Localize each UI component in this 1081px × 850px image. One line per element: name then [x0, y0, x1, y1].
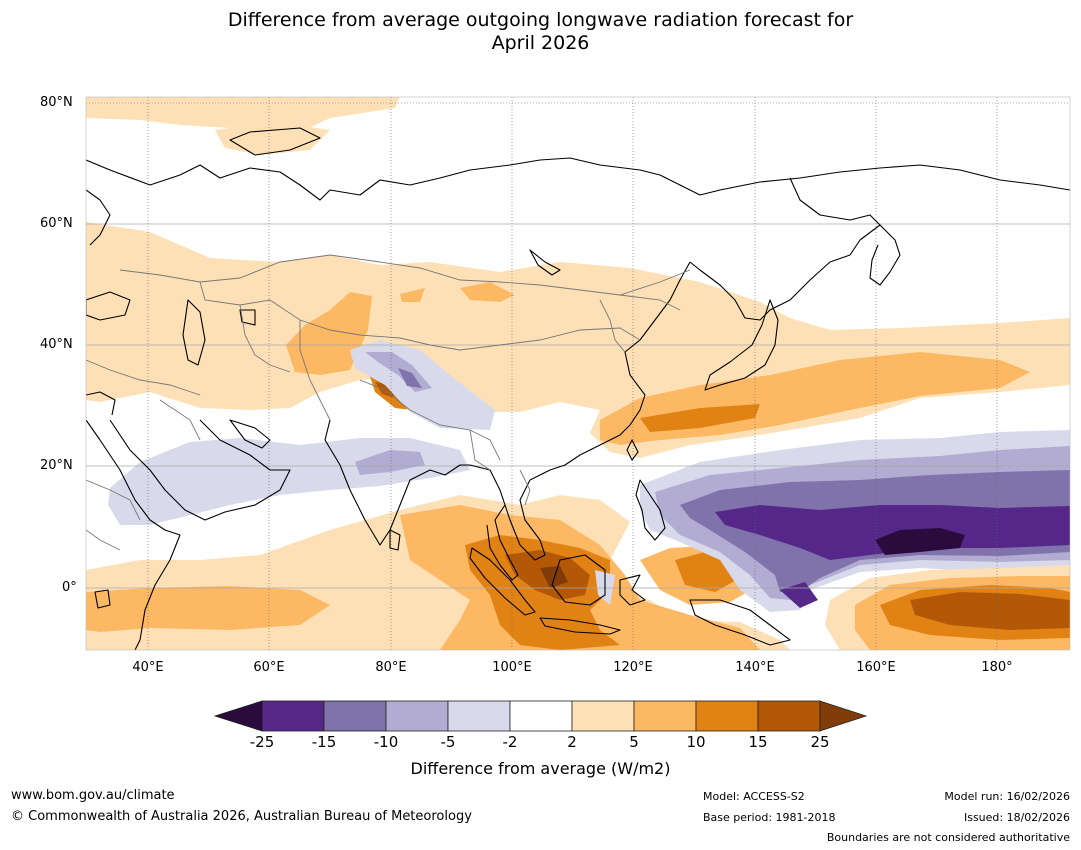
lon-label-180: 180° [981, 660, 1013, 675]
base-period: Base period: 1981-2018 [703, 811, 836, 824]
coastline-taiwan [626, 439, 639, 461]
anomaly-region [398, 368, 422, 388]
coastline-madagascar [94, 589, 111, 609]
coastlines [86, 127, 1070, 650]
anomaly-region [780, 582, 818, 608]
copyright-notice: © Commonwealth of Australia 2026, Austra… [11, 809, 472, 824]
anomaly-region [86, 586, 330, 632]
lat-label-40n: 40°N [40, 337, 73, 352]
lat-label-80n: 80°N [40, 95, 73, 110]
coastline-novaya-zemlya [229, 127, 321, 156]
coastline-black-sea [86, 291, 131, 321]
coastline-china-korea [529, 261, 691, 481]
anomaly-region [715, 505, 1070, 560]
boundaries-disclaimer: Boundaries are not considered authoritat… [826, 831, 1070, 844]
model-name: Model: ACCESS-S2 [703, 790, 805, 803]
anomaly-region [875, 528, 965, 555]
coastline-java [539, 617, 621, 635]
lon-label-40e: 40°E [132, 660, 164, 675]
coastline-malay [486, 504, 519, 581]
colorbar-segment [509, 700, 573, 732]
coastline-aral [239, 309, 256, 326]
colorbar-tick: 2 [567, 733, 577, 751]
lon-label-100e: 100°E [492, 660, 532, 675]
coastline-japan [704, 299, 779, 391]
coastline-sumatra [469, 547, 536, 616]
colorbar-segment [447, 700, 511, 732]
colorbar-segment [261, 700, 325, 732]
model-run-date: Model run: 16/02/2026 [944, 790, 1070, 803]
colorbar-segment [571, 700, 635, 732]
coastline-africa-east [86, 419, 181, 650]
colorbar-tick: -10 [373, 733, 399, 751]
coastline-indochina [469, 464, 546, 561]
lat-label-60n: 60°N [40, 216, 73, 231]
coastline-borneo [551, 554, 606, 606]
colorbar-extend-low [213, 700, 263, 732]
colorbar-segment [695, 700, 759, 732]
colorbar-segment [385, 700, 449, 732]
lon-label-80e: 80°E [375, 660, 407, 675]
coastline-lake-baikal [529, 249, 561, 276]
lon-label-120e: 120°E [613, 660, 653, 675]
anomaly-region [215, 122, 330, 155]
coastline-mediterranean [86, 391, 116, 416]
coastline-new-guinea [689, 599, 791, 646]
colorbar-segment [323, 700, 387, 732]
colorbar-tick: 5 [629, 733, 639, 751]
anomaly-region [460, 282, 515, 302]
colorbar-extend-high [819, 700, 868, 732]
title-line-1: Difference from average outgoing longwav… [227, 9, 854, 31]
colorbar-tick: -25 [249, 733, 275, 751]
anomaly-region [910, 592, 1070, 630]
colorbar-tick: -15 [311, 733, 337, 751]
colorbar-tick: -2 [502, 733, 518, 751]
coastline-north-eurasia [86, 157, 1070, 201]
lat-label-equator: 0° [62, 580, 77, 595]
anomaly-region [355, 450, 425, 475]
anomaly-region [86, 97, 400, 140]
colorbar-tick: 10 [686, 733, 706, 751]
lon-label-60e: 60°E [253, 660, 285, 675]
colorbar-segment [633, 700, 697, 732]
coastline-scandinavia [86, 189, 111, 246]
coastline-philippines [635, 479, 666, 541]
anomaly-region [400, 288, 425, 302]
anomaly-field [86, 97, 1070, 650]
colorbar-tick: 15 [748, 733, 768, 751]
country-boundaries [86, 254, 691, 551]
colorbar-label: Difference from average (W/m2) [410, 759, 671, 778]
coastline-arabia [109, 419, 291, 521]
coastline-east-siberia [689, 177, 881, 321]
chart-title: Difference from average outgoing longwav… [0, 9, 1081, 55]
anomaly-region [640, 404, 760, 432]
coastline-persian-gulf [229, 419, 271, 449]
colorbar-segment [757, 700, 821, 732]
title-line-2: April 2026 [491, 32, 590, 54]
coastline-sri-lanka [389, 529, 401, 551]
coastline-caspian [182, 299, 206, 366]
coastline-kamchatka [869, 224, 901, 286]
colorbar-tick: -5 [440, 733, 456, 751]
lat-label-20n: 20°N [40, 458, 73, 473]
website-link[interactable]: www.bom.gov.au/climate [11, 788, 175, 803]
lon-label-160e: 160°E [856, 660, 896, 675]
colorbar-tick: 25 [810, 733, 830, 751]
coastline-sulawesi [619, 574, 646, 606]
anomaly-region [286, 292, 372, 375]
lon-label-140e: 140°E [735, 660, 775, 675]
map-frame [85, 96, 1071, 651]
issued-date: Issued: 18/02/2026 [963, 811, 1070, 824]
